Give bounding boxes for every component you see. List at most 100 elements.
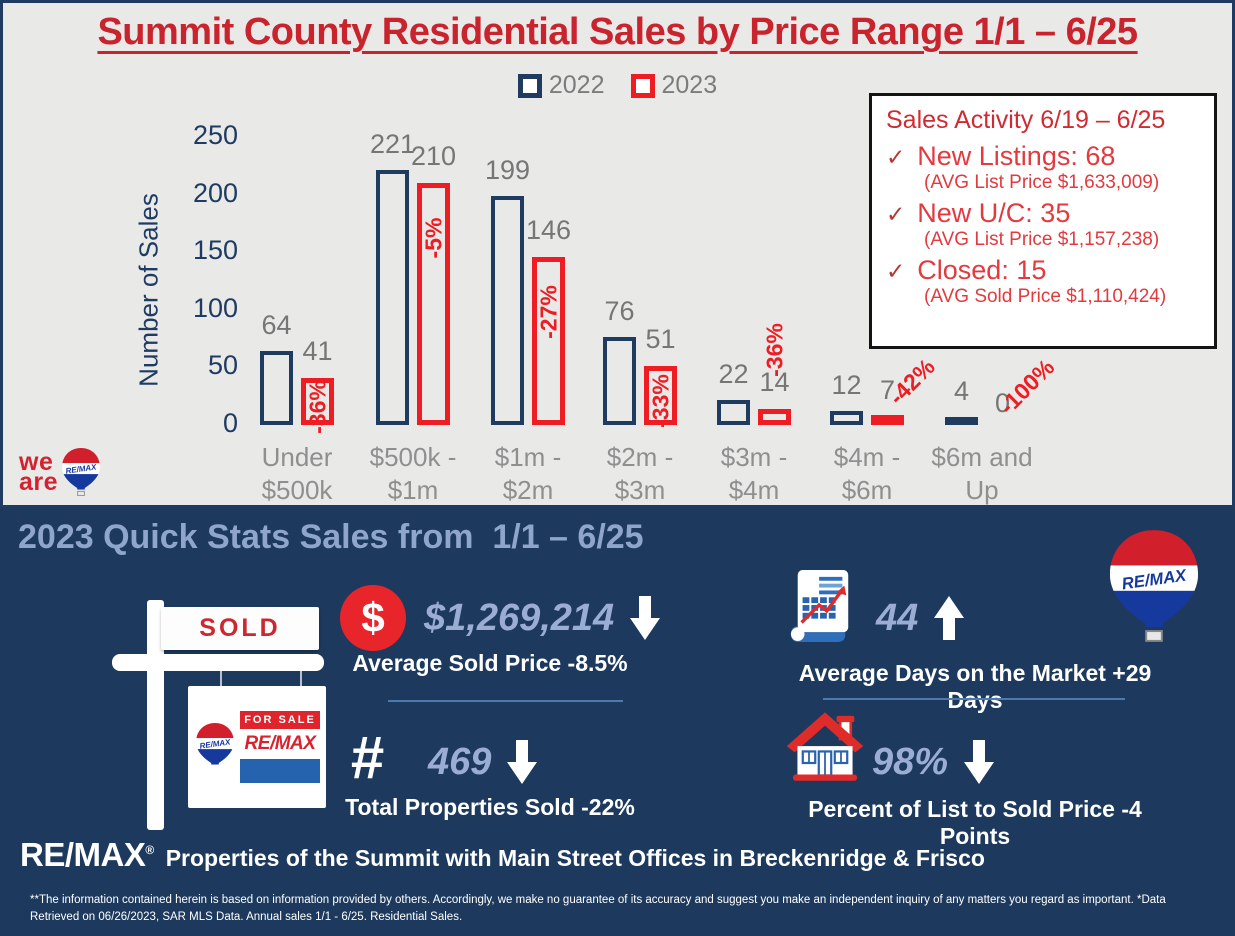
sales-activity-item-label: New U/C: 35 [917,197,1071,228]
pct-change-label: -100% [993,353,1059,420]
sign-crossbar [112,654,324,671]
down-arrow-icon [507,740,538,784]
x-axis-category-label: Under $500k [261,442,333,505]
sales-activity-title: Sales Activity 6/19 – 6/25 [886,106,1166,134]
bar-2022: 199 [485,157,530,425]
sold-sign-graphic: SOLD RE/MAX FOR SALE RE/MAX [95,590,340,840]
brand-tagline: Properties of the Summit with Main Stree… [165,845,985,871]
bar-2022: 22 [717,361,750,425]
svg-text:RE/MAX: RE/MAX [65,462,98,475]
stat-label: Percent of List to Sold Price -4 Points [808,796,1142,849]
down-arrow-icon [964,740,995,784]
sold-rider: SOLD [161,607,319,650]
sales-activity-item-sub: (AVG Sold Price $1,110,424) [924,285,1167,307]
down-arrow-icon [630,596,661,640]
pct-change-label: -27% [535,285,561,339]
bar-2023: 7 -42% [871,353,939,425]
bar-group-5: 22 14 -36% [704,125,804,425]
legend-item-2023: 2023 [630,71,718,100]
chart-legend: 2022 2023 [3,71,1232,100]
x-axis-category-label: $4m - $6m [833,442,901,505]
remax-balloon-icon: RE/MAX [196,723,234,765]
y-axis-ticks: 0 50 100 150 200 250 [138,3,238,505]
sales-activity-item: ✓ New Listings: 68 [886,141,1200,172]
bar-value-label: 221 [369,129,416,159]
up-arrow-icon [934,596,965,640]
sales-activity-item: ✓ Closed: 15 [886,255,1200,286]
svg-text:RE/MAX: RE/MAX [199,737,232,750]
bar-value-label: 4 [953,376,970,406]
bar-plot-area: 64 41 -36% Under $500k 221 210 -5% $500k - $1m 1… [3,3,1232,505]
we-are-remax-logo: we are RE/MAX [19,447,102,497]
stat-label: Average Days on the Market +29 Days [798,660,1152,713]
sign-brand: RE/MAX [244,733,316,754]
house-icon [786,712,864,781]
sales-activity-box: Sales Activity 6/19 – 6/25 ✓ New Listing… [869,93,1217,349]
sign-blue-bar [240,759,320,783]
legend-label-2022: 2022 [548,71,605,99]
checkmark-icon: ✓ [886,257,906,284]
bar-group-7: 4 0 -100% [932,125,1059,425]
bar-value-label: 7 [879,375,896,405]
y-tick: 200 [192,177,238,208]
stat-label: Average Sold Price -8.5% [352,650,628,676]
we-are-line1: we [19,447,54,476]
legend-label-2023: 2023 [661,71,718,99]
sales-activity-item-sub: (AVG List Price $1,157,238) [924,228,1160,250]
legend-swatch-2023 [630,73,655,98]
sales-activity-item-sub: (AVG List Price $1,633,009) [924,172,1160,194]
checkmark-icon: ✓ [886,144,906,170]
quick-stats-title: 2023 Quick Stats Sales from 1/1 – 6/25 [18,518,644,556]
for-sale-banner: FOR SALE [240,711,320,729]
bar-2023: 51 -33% [644,326,677,428]
y-tick: 0 [222,408,238,438]
legend-item-2022: 2022 [517,71,605,100]
chart-scroll-icon [790,570,849,642]
bar-2023: 41 -36% [301,338,334,433]
sales-activity-item-label: New Listings: 68 [917,141,1116,171]
bar-2022: 64 [260,312,293,425]
stat-divider [823,698,1125,700]
bar-group-1: 64 41 -36% [247,125,347,433]
bar-2022: 12 [830,372,863,425]
brand-line: RE/MAX® Properties of the Summit with Ma… [20,836,985,874]
bar-group-2: 221 210 -5% [363,125,463,425]
bar-value-label: 12 [831,370,862,400]
for-sale-sign-panel: RE/MAX FOR SALE RE/MAX [188,686,326,808]
stat-value: 469 [428,741,492,783]
bar-value-label: 51 [645,324,676,354]
remax-balloon-logo: RE/MAX [1105,528,1203,649]
y-tick: 250 [192,120,238,150]
disclaimer-text: **The information contained herein is ba… [30,893,1166,924]
bar-value-label: 64 [261,310,292,340]
x-axis-category-label: $3m - $4m [720,442,788,505]
bar-value-label: 146 [525,215,572,245]
x-axis-category-label: $500k - $1m [369,442,457,505]
we-are-line2: are [19,468,59,496]
bar-2023: 210 -5% [411,143,456,425]
stat-label: Total Properties Sold -22% [345,794,635,820]
stat-divider [388,700,623,702]
pct-change-label: -36% [761,323,787,377]
bar-value-label: 14 [759,367,790,397]
bar-value-label: 0 [994,388,1011,418]
bar-group-4: 76 51 -33% [590,125,690,428]
bar-2023: 146 -27% [526,217,571,425]
bar-group-6: 12 7 -42% [817,125,939,425]
y-tick: 150 [192,235,238,266]
y-tick: 50 [207,350,238,381]
bar-value-label: 22 [718,359,749,389]
bar-value-label: 199 [484,155,531,185]
pct-change-label: -33% [647,373,673,428]
legend-swatch-2022 [517,73,542,98]
dollar-icon: $ [340,585,406,651]
stat-value: 98% [872,741,949,783]
bar-value-label: 41 [302,336,333,366]
remax-wordmark: RE/MAX® [20,836,154,873]
bar-value-label: 210 [410,141,457,171]
pct-change-label: -42% [882,353,940,410]
sales-activity-item: ✓ New U/C: 35 [886,198,1200,229]
quick-stats-panel: 2023 Quick Stats Sales from 1/1 – 6/25 R… [0,508,1235,936]
registered-mark: ® [145,843,154,857]
